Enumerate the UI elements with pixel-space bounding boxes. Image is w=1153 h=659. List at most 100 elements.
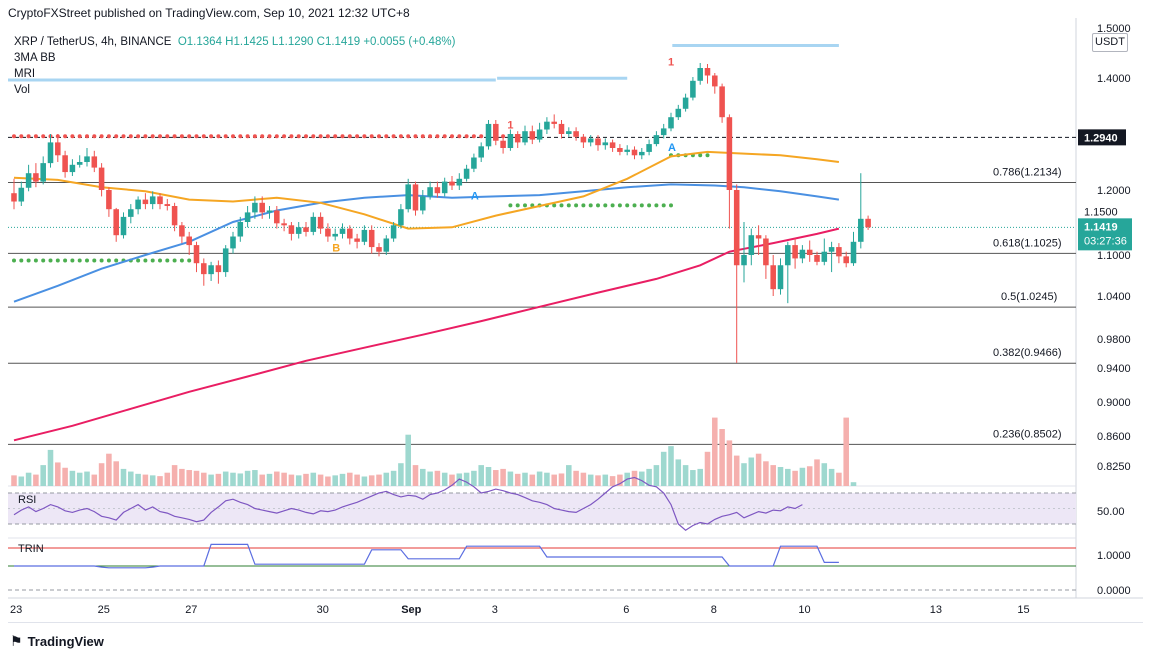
volume-bar — [215, 473, 222, 486]
signal-marker: A — [471, 191, 479, 203]
candle-body — [806, 249, 813, 255]
red-dot — [420, 134, 425, 139]
red-dot — [304, 134, 308, 139]
candle-body — [201, 263, 207, 275]
indicator-3ma-bb[interactable]: 3MA BB — [14, 52, 56, 64]
green-dot — [639, 203, 644, 208]
candle-body — [748, 235, 755, 255]
currency-button[interactable]: USDT — [1092, 33, 1128, 52]
candle-body — [164, 204, 171, 206]
volume-bar — [244, 470, 251, 486]
indicator-vol[interactable]: Vol — [14, 84, 30, 96]
candle-body — [617, 148, 623, 152]
volume-bar — [573, 470, 579, 486]
candle-body — [383, 238, 390, 252]
volume-bar — [237, 473, 244, 486]
red-dot — [238, 134, 243, 139]
candle-body — [91, 156, 98, 168]
red-dot — [165, 134, 170, 139]
volume-bar — [712, 417, 718, 486]
volume-bar — [149, 475, 156, 486]
candle-body — [325, 228, 331, 237]
volume-bar — [770, 465, 776, 486]
candle-body — [62, 155, 68, 173]
x-tick-label: 3 — [492, 604, 498, 616]
green-dot — [552, 203, 557, 208]
candle-body — [733, 190, 740, 266]
volume-bar — [536, 471, 543, 486]
candle-body — [646, 144, 652, 152]
candle-body — [281, 223, 287, 226]
candle-body — [507, 134, 514, 148]
candle-body — [456, 178, 463, 186]
volume-bar — [653, 465, 660, 486]
green-dot — [705, 153, 710, 158]
red-dot — [369, 134, 374, 139]
volume-bar — [259, 474, 265, 486]
x-tick-label: 6 — [623, 604, 629, 616]
volume-bar — [303, 473, 309, 486]
symbol-label[interactable]: XRP / TetherUS, 4h, BINANCE — [14, 36, 172, 48]
volume-bar — [390, 470, 397, 486]
candle-body — [449, 181, 455, 186]
green-dot — [26, 258, 31, 263]
candle-body — [310, 216, 317, 232]
volume-bar — [135, 473, 141, 486]
green-dot — [158, 258, 162, 263]
volume-bar — [500, 468, 506, 486]
green-dot — [48, 258, 53, 263]
volume-bar — [347, 472, 353, 486]
tradingview-brand[interactable]: ⚑ TradingView — [10, 633, 104, 650]
volume-bar — [587, 474, 594, 486]
volume-bar — [55, 462, 61, 486]
change-value: +0.0055 (+0.48%) — [363, 36, 456, 48]
red-dot — [19, 134, 24, 139]
low-value: L1.1290 — [271, 36, 314, 48]
candle-body — [55, 142, 61, 156]
candle-body — [266, 210, 273, 213]
fib-level-label: 0.5(1.0245) — [1001, 291, 1057, 303]
volume-bar — [631, 470, 638, 486]
candle-body — [558, 123, 565, 134]
red-dot — [274, 134, 279, 139]
green-dot — [99, 258, 104, 263]
candle-body — [719, 86, 725, 118]
signal-marker: A — [668, 142, 676, 154]
volume-bar — [792, 470, 798, 486]
green-dot — [19, 258, 24, 263]
volume-bar — [755, 453, 762, 486]
volume-bar — [76, 472, 83, 486]
candle-body — [836, 247, 842, 257]
green-dot — [508, 203, 513, 208]
volume-bar — [295, 475, 302, 486]
candle-body — [347, 228, 353, 239]
volume-bar — [40, 465, 46, 486]
volume-bar — [617, 474, 623, 486]
candle-body — [865, 218, 871, 228]
candle-body — [639, 151, 645, 156]
volume-bar — [682, 465, 689, 486]
candle-body — [222, 248, 229, 273]
green-dot — [55, 258, 60, 263]
red-dot — [479, 134, 484, 139]
ma-mid-line — [13, 183, 840, 303]
tradingview-logo-icon: ⚑ — [10, 633, 23, 649]
indicator-mri[interactable]: MRI — [14, 68, 36, 80]
candle-body — [135, 199, 141, 210]
candle-body — [361, 229, 368, 242]
volume-bar — [551, 474, 557, 486]
x-tick-label: 10 — [798, 604, 810, 616]
volume-bar — [821, 463, 828, 486]
red-dot — [398, 134, 403, 139]
volume-bar — [230, 472, 236, 486]
candle-body — [536, 129, 543, 140]
volume-bar — [814, 459, 820, 486]
volume-bar — [704, 451, 711, 486]
candle-body — [485, 123, 492, 147]
candle-body — [522, 131, 528, 143]
volume-bar — [47, 449, 54, 486]
volume-bar — [164, 472, 171, 486]
green-dot — [150, 258, 155, 263]
x-tick-label: 25 — [98, 604, 110, 616]
